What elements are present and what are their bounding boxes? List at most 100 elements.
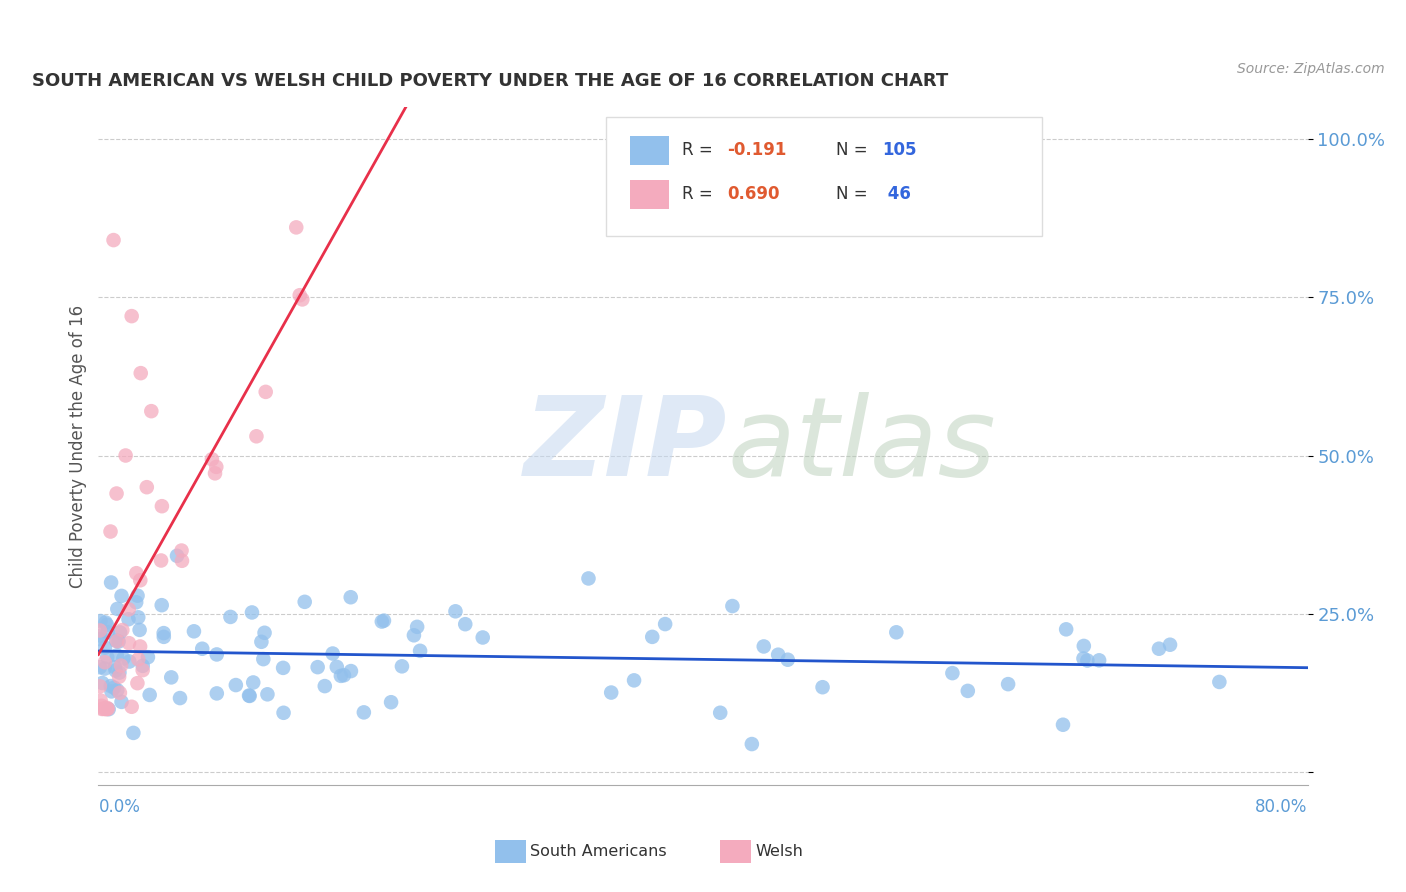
Point	[105, 683, 128, 698]
Point	[641, 630, 664, 644]
Bar	[630, 180, 669, 209]
Point	[205, 686, 228, 700]
Point	[110, 695, 132, 709]
Point	[135, 480, 157, 494]
Point	[322, 647, 344, 661]
FancyBboxPatch shape	[606, 117, 1042, 235]
Point	[191, 641, 214, 656]
Point	[254, 384, 277, 399]
Point	[105, 602, 128, 616]
Point	[105, 634, 128, 648]
Point	[138, 688, 160, 702]
Text: Source: ZipAtlas.com: Source: ZipAtlas.com	[1237, 62, 1385, 77]
Point	[121, 309, 143, 323]
Text: R =: R =	[682, 186, 718, 203]
Point	[127, 589, 149, 603]
Point	[752, 640, 775, 654]
Point	[117, 612, 139, 626]
Point	[242, 675, 264, 690]
Text: 105: 105	[882, 141, 917, 159]
Point	[110, 658, 132, 673]
Point	[97, 702, 120, 716]
Point	[94, 640, 117, 655]
Text: ZIP: ZIP	[523, 392, 727, 500]
Point	[169, 691, 191, 706]
Point	[1076, 653, 1098, 667]
Point	[96, 650, 118, 665]
Point	[578, 571, 600, 585]
Point	[288, 288, 311, 302]
Point	[141, 404, 163, 418]
Point	[201, 452, 224, 467]
Point	[291, 293, 314, 307]
Point	[654, 617, 676, 632]
Text: R =: R =	[682, 141, 718, 159]
Point	[90, 614, 112, 628]
Point	[239, 689, 262, 703]
Point	[444, 604, 467, 618]
Point	[256, 687, 278, 701]
Point	[91, 676, 114, 690]
Point	[409, 644, 432, 658]
Point	[89, 679, 111, 693]
Point	[114, 449, 136, 463]
Point	[108, 686, 131, 700]
Point	[100, 679, 122, 693]
Point	[104, 664, 127, 678]
Point	[100, 684, 122, 698]
Point	[110, 589, 132, 603]
Point	[127, 676, 149, 690]
Point	[150, 499, 173, 513]
Point	[285, 220, 308, 235]
Point	[90, 693, 112, 707]
Point	[170, 543, 193, 558]
Point	[111, 623, 134, 637]
Point	[353, 706, 375, 720]
Point	[122, 726, 145, 740]
Point	[238, 689, 260, 703]
Point	[136, 650, 159, 665]
Point	[1208, 675, 1230, 690]
Point	[406, 620, 429, 634]
Point	[340, 664, 363, 678]
Point	[271, 661, 294, 675]
Point	[105, 648, 128, 663]
Point	[709, 706, 731, 720]
Point	[125, 566, 148, 581]
Point	[153, 630, 176, 644]
Point	[1052, 717, 1074, 731]
Point	[245, 429, 267, 443]
Point	[1054, 623, 1077, 637]
Point	[253, 625, 276, 640]
Point	[183, 624, 205, 639]
Point	[776, 653, 799, 667]
Point	[956, 684, 979, 698]
Point	[118, 636, 141, 650]
Point	[326, 660, 349, 674]
Point	[152, 626, 174, 640]
Point	[96, 701, 118, 715]
Point	[97, 625, 120, 640]
Point	[170, 554, 193, 568]
Point	[205, 648, 228, 662]
Point	[811, 680, 834, 694]
Point	[127, 652, 149, 666]
Point	[89, 660, 111, 674]
Point	[240, 606, 263, 620]
Point	[127, 610, 149, 624]
Point	[941, 666, 963, 681]
Point	[129, 574, 152, 588]
Point	[886, 625, 908, 640]
Point	[1073, 651, 1095, 665]
Point	[89, 629, 111, 643]
Point	[132, 658, 155, 673]
Point	[150, 553, 173, 567]
Point	[333, 668, 356, 682]
Point	[108, 670, 131, 684]
Point	[125, 595, 148, 609]
Point	[741, 737, 763, 751]
Point	[129, 640, 152, 654]
Point	[129, 366, 152, 380]
Point	[108, 625, 131, 640]
Text: N =: N =	[837, 186, 873, 203]
